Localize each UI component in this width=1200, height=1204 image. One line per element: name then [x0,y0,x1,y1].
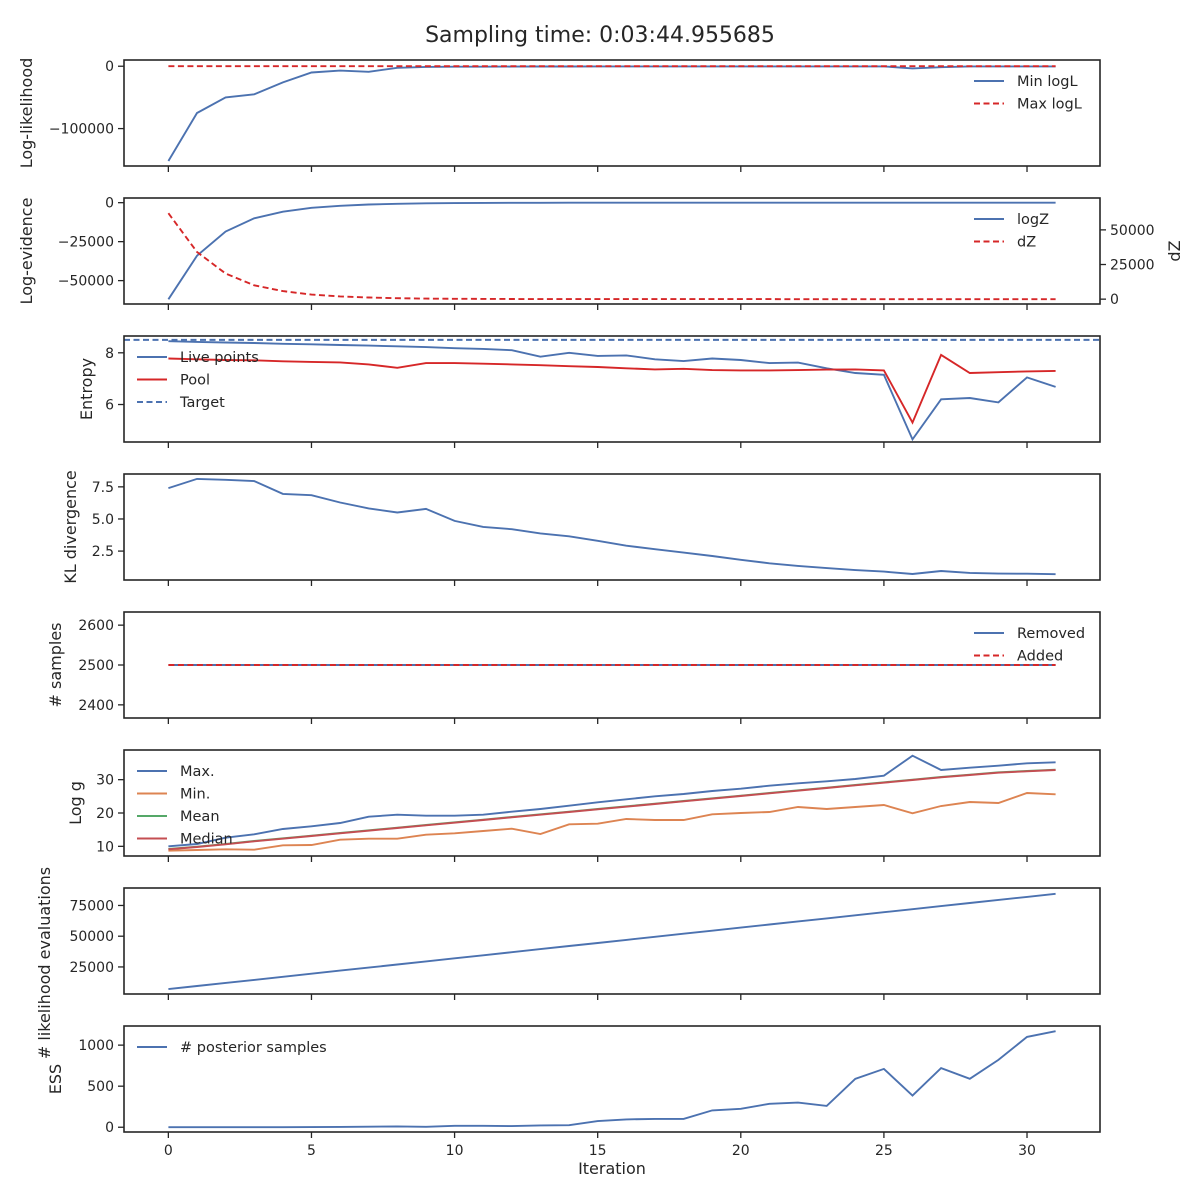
legend-label: Target [179,395,225,411]
panel-kl: 7.5 5.0 2.5 KL divergence [61,470,1101,586]
ytick-label: 0 [105,196,114,212]
panel-likelihood_evals: 75000 50000 25000 # likelihood evaluations [35,867,1101,1059]
ytick-right-label: 25000 [1110,258,1155,274]
ytick-right-label: 50000 [1110,223,1155,239]
series-line-kl-0 [168,477,1056,576]
ylabel-loglikelihood: Log-likelihood [17,58,36,169]
xlabel: Iteration [578,1159,646,1178]
legend-label: Min logL [1017,74,1078,90]
ytick-label: 2.5 [92,544,114,560]
ytick-label: 8 [105,346,114,362]
legend-label: Median [180,832,233,848]
series-line-logg-1 [168,792,1056,852]
ytick-label: 0 [105,1120,114,1136]
ylabel-logevidence: Log-evidence [17,198,36,305]
ytick-label: 50000 [69,929,114,945]
plot-frame-kl [123,473,1101,581]
ytick-label: −25000 [58,235,114,251]
series-line-likelihood_evals-0 [168,892,1056,991]
legend-label: dZ [1017,235,1036,251]
panel-loglikelihood: 0 −100000 Log-likelihood Min logL Max logL [17,58,1101,172]
series-line-ess-0 [168,1030,1056,1129]
ylabel-ess: ESS [46,1064,65,1094]
xtick-label: 30 [1018,1143,1036,1159]
legend-label: Max logL [1017,97,1082,113]
panel-samples: 2600 2500 2400 # samples Removed Added [46,611,1101,724]
plot-frame-loglikelihood [123,59,1101,167]
plot-frame-logg [123,749,1101,857]
legend-label: # posterior samples [180,1040,327,1056]
legend-label: logZ [1017,212,1049,228]
xtick-label: 25 [875,1143,893,1159]
series-line-entropy-0 [168,340,1056,442]
panel-ess: 1000 500 0 ESS # posterior samples 0 5 10 15 20 25… [46,1025,1101,1178]
panel-entropy: 8 6 Entropy Live points Pool Target [77,335,1101,448]
ytick-label: 2500 [78,658,114,674]
ytick-label: −50000 [58,274,114,290]
legend-label: Pool [180,373,210,389]
ylabel-samples: # samples [46,623,65,708]
ytick-label: −100000 [49,122,114,138]
panel-logevidence: 0 −25000 −50000 0 25000 50000 dZ Log-evidence lo… [17,196,1184,310]
legend-label: Min. [180,787,210,803]
ytick-label: 75000 [69,898,114,914]
xtick-label: 0 [164,1143,173,1159]
ytick-label: 25000 [69,960,114,976]
ylabel-right: dZ [1165,240,1184,261]
ytick-label: 20 [96,806,114,822]
legend-label: Removed [1017,626,1085,642]
ylabel-entropy: Entropy [77,358,96,420]
ytick-label: 1000 [78,1038,114,1054]
xtick-label: 10 [446,1143,464,1159]
panel-logg: 30 20 10 Log g Max. Min. Mean Median [66,749,1101,862]
xtick-label: 15 [589,1143,607,1159]
ytick-label: 10 [96,839,114,855]
ylabel-kl: KL divergence [61,470,80,583]
plot-frame-logevidence [123,197,1101,305]
ytick-label: 30 [96,773,114,789]
legend-label: Mean [180,809,220,825]
ytick-label: 7.5 [92,480,114,496]
ytick-label: 0 [105,59,114,75]
series-line-entropy-1 [168,353,1056,425]
legend-label: Live points [180,350,259,366]
plot-frame-likelihood_evals [123,887,1101,995]
xtick-label: 5 [307,1143,316,1159]
series-line-logg-0 [168,754,1056,848]
figure-title: Sampling time: 0:03:44.955685 [425,23,775,48]
plot-frame-entropy [123,335,1101,443]
ytick-label: 6 [105,398,114,414]
series-line-logg-3 [168,769,1056,851]
series-line-loglikelihood-0 [167,65,1056,162]
ytick-right-label: 0 [1110,292,1119,308]
ytick-label: 2600 [78,618,114,634]
ylabel-logg: Log g [66,781,85,825]
ytick-label: 2400 [78,698,114,714]
xtick-label: 20 [732,1143,750,1159]
plot-frame-ess [123,1025,1101,1133]
legend-label: Added [1017,649,1063,665]
ytick-label: 5.0 [92,512,114,528]
ytick-label: 500 [87,1079,114,1095]
series-line-logevidence-0 [167,201,1056,300]
ylabel-likelihood_evals: # likelihood evaluations [35,867,54,1059]
legend-label: Max. [180,764,215,780]
